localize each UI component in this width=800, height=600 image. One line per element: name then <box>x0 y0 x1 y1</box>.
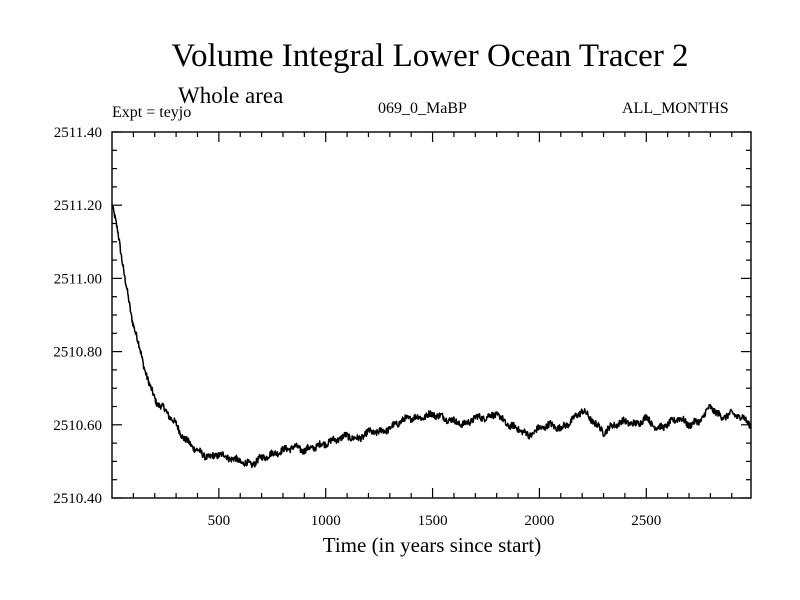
x-tick-label: 500 <box>208 513 231 529</box>
x-tick-label: 1000 <box>311 513 341 529</box>
x-tick-label: 2000 <box>524 513 554 529</box>
y-tick-label: 2511.20 <box>54 198 102 214</box>
axis-ticks <box>112 131 751 499</box>
plot-frame <box>111 131 752 499</box>
run-label: 069_0_MaBP <box>378 100 467 117</box>
y-tick-label: 2511.00 <box>54 271 102 287</box>
y-tick-label: 2511.40 <box>54 125 102 141</box>
x-tick-label: 2500 <box>631 513 661 529</box>
y-tick-label: 2510.40 <box>53 491 102 507</box>
y-tick-label: 2510.60 <box>53 418 102 434</box>
y-tick-label: 2510.80 <box>53 345 102 361</box>
axis-tick-labels: 500 1000 1500 2000 2500 2510.40 2510.60 2510.80… <box>53 125 661 529</box>
experiment-label: Expt = teyjo <box>112 104 192 121</box>
x-axis-label: Time (in years since start) <box>323 533 542 557</box>
x-tick-label: 1500 <box>418 513 448 529</box>
chart-title: Volume Integral Lower Ocean Tracer 2 <box>171 38 689 74</box>
series-line <box>111 204 752 469</box>
chart-subtitle: Whole area <box>178 83 284 108</box>
months-label: ALL_MONTHS <box>622 100 729 117</box>
